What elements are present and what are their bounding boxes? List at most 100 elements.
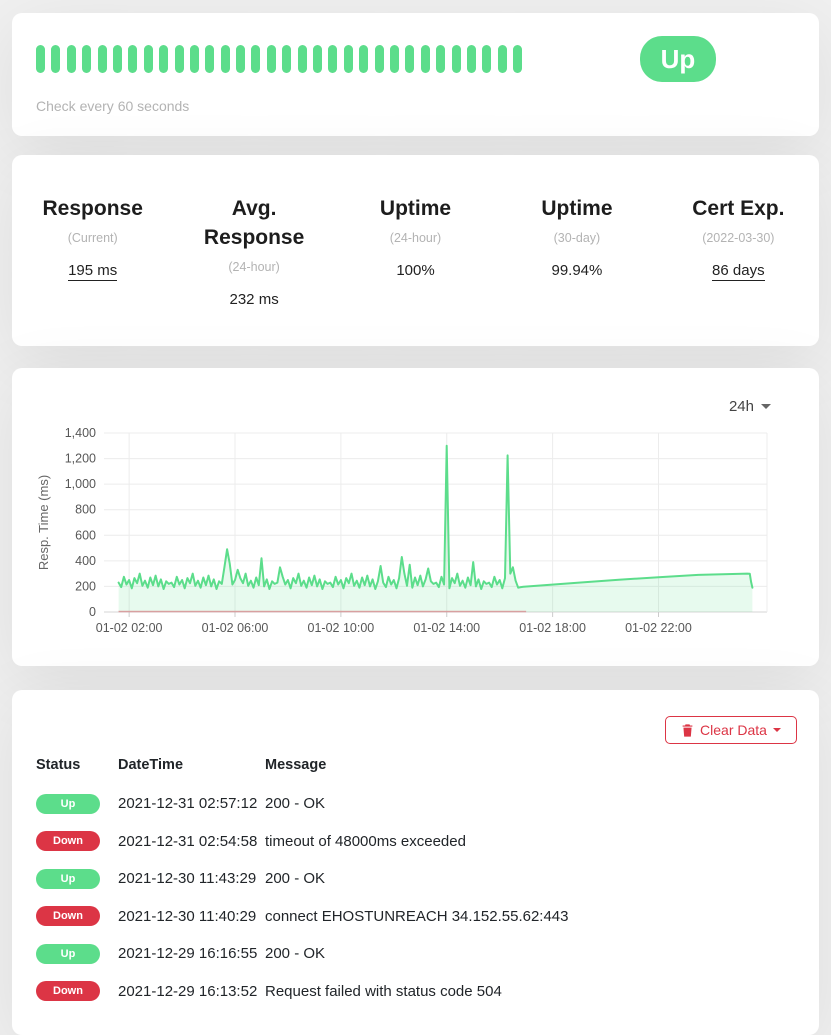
event-datetime: 2021-12-31 02:54:58 bbox=[118, 832, 258, 850]
stat-avg-response: Avg. Response (24-hour) 232 ms bbox=[173, 194, 334, 308]
heartbeat-beat bbox=[482, 45, 492, 73]
event-status-badge: Up bbox=[36, 793, 100, 814]
heartbeat-beat bbox=[266, 45, 276, 73]
clear-data-button[interactable]: Clear Data bbox=[665, 716, 797, 744]
heartbeat-beat bbox=[220, 45, 230, 73]
stat-subtitle: (24-hour) bbox=[228, 260, 280, 274]
heartbeat-beat bbox=[497, 45, 507, 73]
heartbeat-beat bbox=[405, 45, 415, 73]
heartbeat-beat bbox=[282, 45, 292, 73]
heartbeat-beat bbox=[436, 45, 446, 73]
heartbeat-beat bbox=[189, 45, 199, 73]
stat-uptime-30d: Uptime (30-day) 99.94% bbox=[496, 194, 657, 279]
heartbeat-beat bbox=[82, 45, 92, 73]
heartbeat-beat bbox=[313, 45, 323, 73]
stat-title: Uptime bbox=[541, 197, 613, 220]
stat-subtitle: (30-day) bbox=[553, 231, 601, 245]
event-message: 200 - OK bbox=[265, 795, 326, 813]
stat-value: 86 days bbox=[712, 262, 765, 281]
event-datetime: 2021-12-30 11:43:29 bbox=[118, 870, 257, 888]
response-chart: 0 200 400 600 800 1,000 1,200 1,400 01-02 02:00 0… bbox=[36, 426, 768, 635]
heartbeat-beat bbox=[513, 45, 523, 73]
svg-text:Resp. Time (ms): Resp. Time (ms) bbox=[36, 475, 51, 570]
svg-text:01-02 14:00: 01-02 14:00 bbox=[413, 621, 480, 635]
stat-value: 232 ms bbox=[229, 291, 279, 308]
heartbeat-beat bbox=[297, 45, 307, 73]
stat-response-current: Response (Current) 195 ms bbox=[12, 194, 173, 281]
event-message: 200 - OK bbox=[265, 870, 326, 888]
column-header-status: Status bbox=[36, 757, 81, 773]
events-rows: Up 2021-12-31 02:57:12 200 - OK Down 2021-12… bbox=[36, 785, 795, 1010]
stat-cert-exp: Cert Exp. (2022-03-30) 86 days bbox=[658, 194, 819, 281]
heartbeat-bar bbox=[36, 45, 795, 73]
heartbeat-beat bbox=[97, 45, 107, 73]
svg-text:01-02 06:00: 01-02 06:00 bbox=[202, 621, 269, 635]
heartbeat-beat bbox=[159, 45, 169, 73]
svg-text:01-02 10:00: 01-02 10:00 bbox=[308, 621, 375, 635]
svg-text:800: 800 bbox=[75, 503, 96, 517]
stat-title: Avg. Response bbox=[203, 197, 305, 249]
heartbeat-beat bbox=[51, 45, 61, 73]
chart-period-dropdown[interactable]: 24h bbox=[729, 398, 771, 415]
event-message: Request failed with status code 504 bbox=[265, 982, 502, 1000]
clear-data-label: Clear Data bbox=[700, 722, 767, 738]
stats-card: Response (Current) 195 ms Avg. Response … bbox=[12, 155, 819, 346]
chevron-down-icon bbox=[772, 728, 781, 732]
svg-text:1,200: 1,200 bbox=[65, 452, 96, 466]
heartbeat-beat bbox=[420, 45, 430, 73]
stat-value: 195 ms bbox=[68, 262, 118, 281]
stat-subtitle: (24-hour) bbox=[389, 231, 442, 245]
event-row: Down 2021-12-29 16:13:52 Request failed wi… bbox=[36, 973, 795, 1011]
event-datetime: 2021-12-29 16:16:55 bbox=[118, 945, 258, 963]
stat-title: Cert Exp. bbox=[692, 197, 785, 220]
svg-text:1,400: 1,400 bbox=[65, 426, 96, 440]
svg-text:600: 600 bbox=[75, 528, 96, 542]
stat-title: Uptime bbox=[379, 197, 452, 220]
heartbeat-beat bbox=[128, 45, 138, 73]
event-row: Up 2021-12-29 16:16:55 200 - OK bbox=[36, 935, 795, 973]
event-status-badge: Up bbox=[36, 868, 100, 889]
event-status-badge: Down bbox=[36, 906, 100, 927]
column-header-message: Message bbox=[265, 757, 327, 773]
heartbeat-beat bbox=[205, 45, 215, 73]
check-interval-text: Check every 60 seconds bbox=[36, 98, 190, 114]
events-card: Clear Data Status DateTime Message Up 202… bbox=[12, 690, 819, 1035]
event-row: Down 2021-12-31 02:54:58 timeout of 48000m… bbox=[36, 823, 795, 861]
svg-text:0: 0 bbox=[89, 605, 96, 619]
stat-title: Response bbox=[42, 197, 143, 220]
stat-uptime-24h: Uptime (24-hour) 100% bbox=[335, 194, 496, 279]
response-chart-card: 24h 0 200 400 600 800 1,000 1,200 1,400 01-02 02… bbox=[12, 368, 819, 666]
status-badge: Up bbox=[640, 36, 716, 82]
event-datetime: 2021-12-29 16:13:52 bbox=[118, 982, 258, 1000]
event-row: Down 2021-12-30 11:40:29 connect EHOSTUNRE… bbox=[36, 898, 795, 936]
event-status-badge: Down bbox=[36, 981, 100, 1002]
heartbeat-beat bbox=[389, 45, 399, 73]
event-datetime: 2021-12-30 11:40:29 bbox=[118, 907, 257, 925]
event-row: Up 2021-12-30 11:43:29 200 - OK bbox=[36, 860, 795, 898]
svg-text:01-02 22:00: 01-02 22:00 bbox=[625, 621, 692, 635]
stat-subtitle: (2022-03-30) bbox=[702, 231, 775, 245]
heartbeat-beat bbox=[343, 45, 353, 73]
heartbeat-beat bbox=[236, 45, 246, 73]
heartbeat-beat bbox=[112, 45, 122, 73]
event-message: timeout of 48000ms exceeded bbox=[265, 832, 466, 850]
stat-value: 99.94% bbox=[551, 262, 603, 279]
event-status-badge: Up bbox=[36, 943, 100, 964]
heartbeat-beat bbox=[359, 45, 369, 73]
stat-value: 100% bbox=[396, 262, 435, 279]
stat-subtitle: (Current) bbox=[67, 231, 118, 245]
heartbeat-beat bbox=[328, 45, 338, 73]
heartbeat-beat bbox=[466, 45, 476, 73]
heartbeat-beat bbox=[143, 45, 153, 73]
event-row: Up 2021-12-31 02:57:12 200 - OK bbox=[36, 785, 795, 823]
monitor-status-card: Check every 60 seconds Up bbox=[12, 13, 819, 136]
svg-text:01-02 02:00: 01-02 02:00 bbox=[96, 621, 163, 635]
events-table: Status DateTime Message Up 2021-12-31 02:… bbox=[36, 757, 795, 1010]
chart-period-value: 24h bbox=[728, 398, 754, 415]
svg-text:400: 400 bbox=[75, 554, 96, 568]
column-header-datetime: DateTime bbox=[118, 757, 184, 773]
event-message: connect EHOSTUNREACH 34.152.55.62:443 bbox=[265, 907, 569, 925]
chevron-down-icon bbox=[761, 404, 771, 409]
heartbeat-beat bbox=[66, 45, 76, 73]
heartbeat-beat bbox=[174, 45, 184, 73]
